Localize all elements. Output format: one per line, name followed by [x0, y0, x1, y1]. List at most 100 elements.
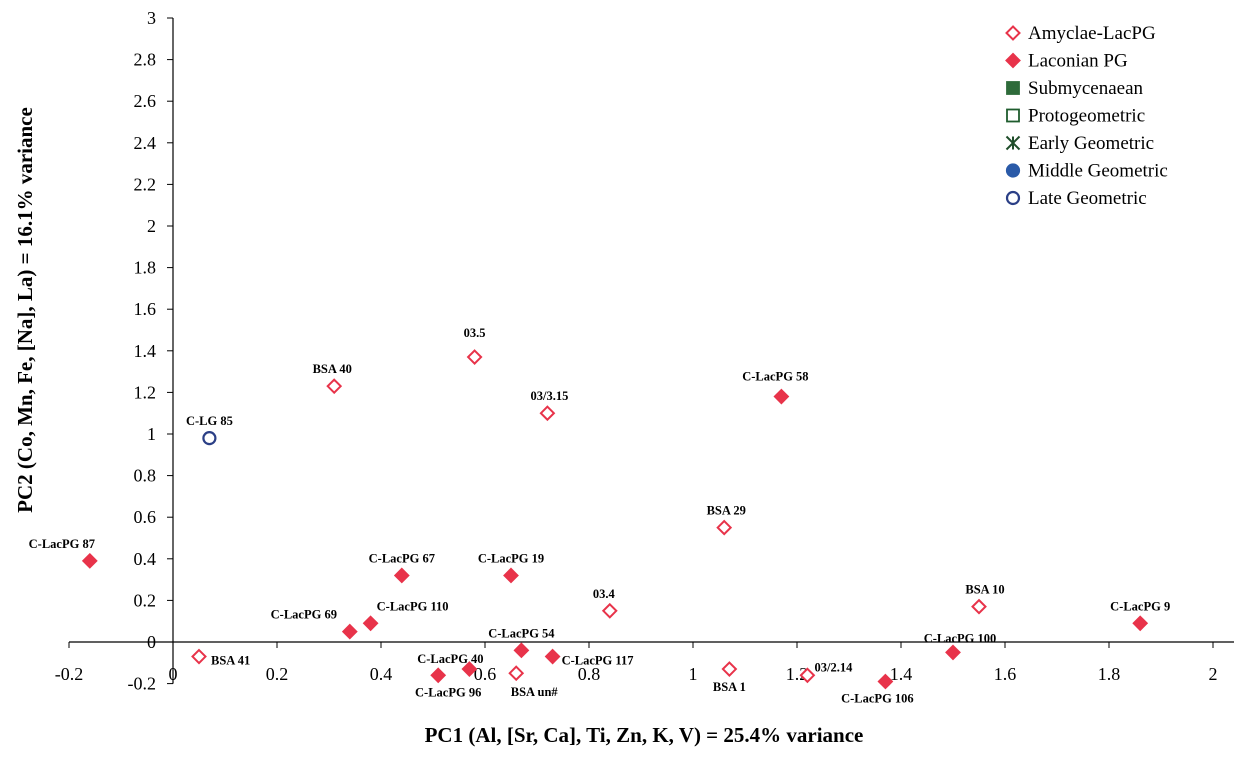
- point-label: 03/2.14: [814, 660, 853, 674]
- data-points: [81, 349, 1149, 690]
- legend-marker: [1006, 81, 1020, 95]
- x-tick-label: 2: [1209, 664, 1218, 684]
- y-tick-label: 0.4: [134, 549, 157, 569]
- y-axis-title: PC2 (Co, Mn, Fe, [Na], La) = 16.1% varia…: [13, 107, 37, 513]
- legend-entry-label: Early Geometric: [1028, 133, 1154, 154]
- point-label: BSA 10: [965, 583, 1004, 597]
- y-tick-label: 1.2: [134, 382, 157, 402]
- y-tick-label: 1.4: [134, 341, 157, 361]
- point-label: C-LacPG 117: [562, 654, 634, 668]
- x-tick-label: 0: [169, 664, 178, 684]
- point-label: C-LacPG 67: [369, 551, 435, 565]
- data-point: [539, 405, 556, 422]
- x-tick-label: 0.8: [578, 664, 601, 684]
- point-label: BSA 41: [211, 654, 250, 668]
- y-tick-label: 3: [147, 8, 156, 28]
- data-point: [430, 667, 447, 684]
- point-label: 03.5: [464, 326, 486, 340]
- legend-entry-label: Protogeometric: [1028, 106, 1145, 127]
- point-label: C-LacPG 69: [271, 608, 337, 622]
- x-tick-label: 0.6: [474, 664, 497, 684]
- legend-marker: [1005, 25, 1021, 41]
- y-tick-label: -0.2: [128, 674, 157, 694]
- x-tick-label: 1.8: [1098, 664, 1121, 684]
- data-point: [466, 349, 483, 365]
- point-label: 03.4: [593, 587, 616, 601]
- axes: [68, 17, 1234, 685]
- data-point: [1132, 615, 1149, 632]
- data-point: [971, 598, 987, 615]
- y-tick-label: 2.8: [134, 50, 157, 70]
- y-tick-label: 0.2: [134, 590, 157, 610]
- point-label: BSA 29: [707, 504, 746, 518]
- data-point: [393, 567, 410, 584]
- y-tick-label: 1.8: [134, 258, 157, 278]
- y-tick-label: 2.4: [134, 133, 157, 153]
- legend-entry-label: Laconian PG: [1028, 51, 1128, 72]
- y-tick-label: 2.2: [134, 174, 157, 194]
- point-label: BSA 40: [313, 362, 352, 376]
- data-point: [202, 431, 217, 446]
- y-tick-label: 0.6: [134, 507, 157, 527]
- x-tick-label: 1.2: [786, 664, 809, 684]
- data-point: [362, 615, 379, 632]
- point-label: BSA un#: [511, 685, 559, 699]
- legend-marker: [1005, 52, 1021, 69]
- y-tick-label: 0: [147, 632, 156, 652]
- legend-entry-label: Middle Geometric: [1028, 161, 1168, 182]
- legend-marker: [1005, 135, 1021, 151]
- point-label: C-LacPG 9: [1110, 599, 1170, 613]
- legend-entry-label: Amyclae-LacPG: [1028, 23, 1156, 44]
- data-point: [544, 648, 561, 665]
- point-label: C-LacPG 19: [478, 551, 544, 565]
- data-point: [773, 388, 790, 405]
- legend-marker: [1005, 163, 1021, 178]
- y-tick-label: 2: [147, 216, 156, 236]
- data-point: [461, 661, 478, 677]
- x-tick-label: 1.6: [994, 664, 1017, 684]
- legend-marker: [1005, 190, 1021, 206]
- point-label: C-LacPG 54: [488, 626, 555, 640]
- point-label: C-LacPG 40: [417, 652, 483, 666]
- point-label: C-LacPG 87: [29, 537, 95, 551]
- point-label: C-LG 85: [186, 414, 233, 428]
- point-label: C-LacPG 100: [924, 631, 997, 645]
- point-label: C-LacPG 96: [415, 685, 481, 699]
- data-point: [799, 667, 816, 684]
- legend-entry-label: Late Geometric: [1028, 188, 1147, 209]
- data-point: [721, 661, 738, 677]
- point-label: C-LacPG 106: [841, 692, 914, 706]
- point-label: C-LacPG 58: [742, 370, 808, 384]
- y-tick-label: 1.6: [134, 299, 157, 319]
- data-point: [601, 602, 618, 619]
- legend-marker: [1006, 108, 1020, 123]
- point-label: BSA 1: [713, 680, 746, 694]
- data-point: [191, 648, 207, 665]
- tick-labels: -0.2 0 0.2 0.4 0.6 0.8 1 1.2 1.4 1.6 1.8 2 2.2 2.4 2.6…: [55, 8, 1218, 694]
- data-point: [503, 567, 519, 584]
- data-point: [508, 665, 525, 682]
- data-point: [716, 519, 733, 536]
- x-tick-label: 1: [689, 664, 698, 684]
- x-tick-label: 1.4: [890, 664, 913, 684]
- data-point: [513, 642, 530, 659]
- data-point: [945, 644, 961, 661]
- data-point: [81, 552, 98, 569]
- x-tick-label: 0.4: [370, 664, 393, 684]
- legend-entry-label: Submycenaean: [1028, 78, 1144, 99]
- y-tick-label: 1: [147, 424, 156, 444]
- data-point: [341, 623, 358, 640]
- data-point: [326, 378, 343, 395]
- x-tick-label: 0.2: [266, 664, 289, 684]
- point-label: C-LacPG 110: [377, 599, 449, 613]
- x-tick-label: -0.2: [55, 664, 84, 684]
- data-point: [877, 673, 894, 690]
- y-tick-label: 0.8: [134, 466, 157, 486]
- legend: Amyclae-LacPG Laconian PG Submycenaean Prot…: [1005, 23, 1168, 209]
- x-axis-title: PC1 (Al, [Sr, Ca], Ti, Zn, K, V) = 25.4%…: [425, 723, 864, 747]
- y-tick-label: 2.6: [134, 91, 157, 111]
- point-label: 03/3.15: [530, 389, 568, 403]
